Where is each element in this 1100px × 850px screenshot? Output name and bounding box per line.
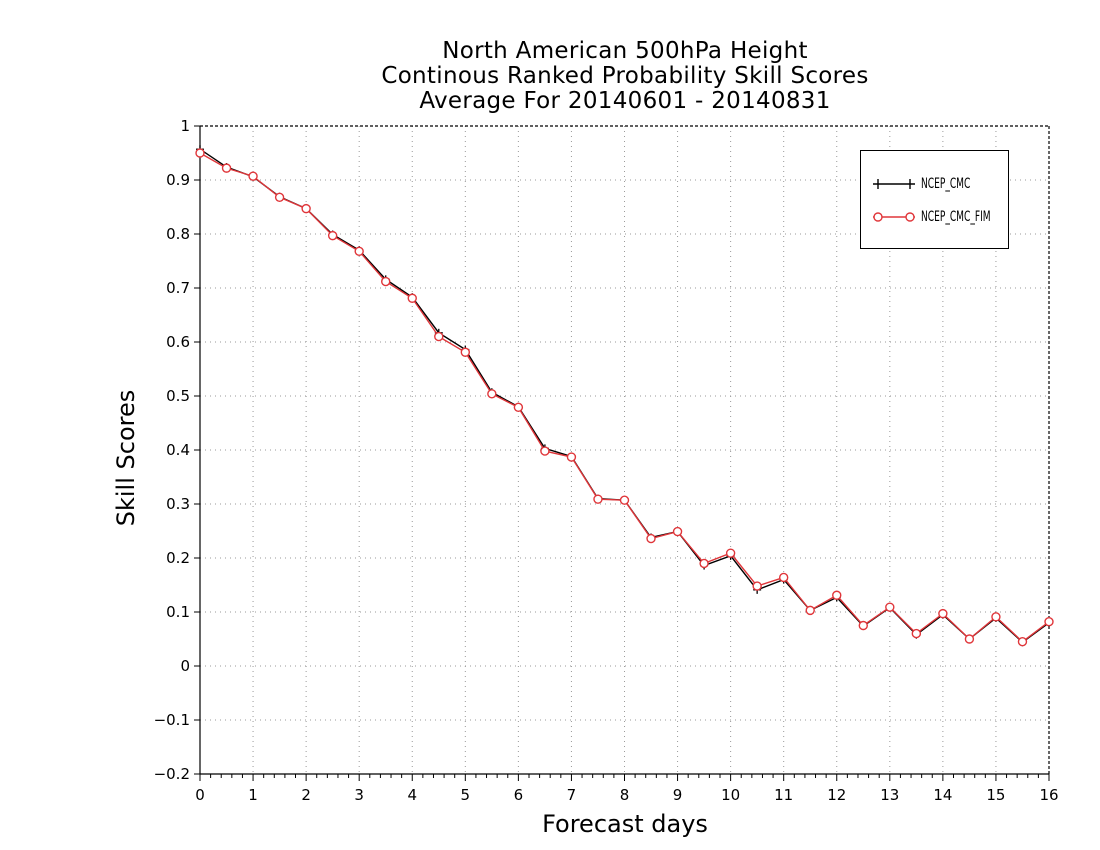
data-point <box>460 347 471 357</box>
legend-swatch-series-1 <box>873 179 915 189</box>
x-tick-label: 6 <box>514 786 524 804</box>
data-point <box>805 605 815 616</box>
y-tick-label: 0.8 <box>166 225 190 243</box>
data-point <box>434 331 444 342</box>
x-tick-label: 5 <box>461 786 471 804</box>
chart-title-line-2: Continous Ranked Probability Skill Score… <box>381 63 869 89</box>
x-tick-label: 4 <box>407 786 417 804</box>
data-point <box>195 148 205 158</box>
legend-item-series-1: NCEP_CMC <box>871 174 990 194</box>
legend: NCEP_CMC NCEP_CMC_FIM <box>860 150 1009 249</box>
x-tick-label: 10 <box>721 786 740 804</box>
data-point <box>832 590 842 600</box>
data-point <box>1017 637 1028 647</box>
data-point <box>593 494 603 504</box>
y-tick-label: 0.6 <box>166 333 190 351</box>
x-tick-label: 0 <box>195 786 205 804</box>
data-point <box>964 634 975 644</box>
y-tick-label: 0 <box>180 657 190 675</box>
data-point <box>778 572 789 583</box>
x-tick-label: 2 <box>301 786 311 804</box>
y-tick-label: 0.4 <box>166 441 190 459</box>
data-point <box>938 608 948 619</box>
y-tick-label: −0.2 <box>154 765 190 783</box>
chart-title-line-1: North American 500hPa Height <box>442 38 808 64</box>
legend-swatch-series-2 <box>873 212 915 222</box>
data-point <box>327 230 338 241</box>
x-tick-label: 11 <box>774 786 793 804</box>
data-point <box>566 452 577 462</box>
data-point <box>646 533 656 544</box>
y-tick-label: 0.9 <box>166 171 190 189</box>
y-tick-label: 0.7 <box>166 279 190 297</box>
y-tick-label: 1 <box>180 117 190 135</box>
data-point <box>274 192 285 202</box>
legend-label-series-2: NCEP_CMC_FIM <box>921 209 991 225</box>
x-tick-label: 8 <box>620 786 630 804</box>
x-tick-label: 12 <box>827 786 846 804</box>
x-tick-label: 3 <box>354 786 364 804</box>
data-point <box>858 620 868 631</box>
data-point <box>248 171 258 181</box>
chart-title-line-3: Average For 20140601 - 20140831 <box>419 88 831 114</box>
y-axis-label: Skill Scores <box>112 389 140 527</box>
data-point <box>911 628 922 639</box>
y-tick-label: −0.1 <box>154 711 190 729</box>
x-tick-label: 13 <box>880 786 899 804</box>
data-point <box>699 558 709 569</box>
data-point <box>752 581 762 591</box>
x-tick-label: 14 <box>933 786 952 804</box>
x-tick-label: 7 <box>567 786 577 804</box>
legend-item-series-2: NCEP_CMC_FIM <box>871 207 1018 227</box>
y-tick-label: 0.5 <box>166 387 190 405</box>
y-tick-label: 0.3 <box>166 495 190 513</box>
data-point <box>1044 617 1054 627</box>
data-point <box>407 293 417 303</box>
legend-label-series-1: NCEP_CMC <box>921 176 971 192</box>
y-tick-label: 0.2 <box>166 549 190 567</box>
x-axis-label: Forecast days <box>542 810 708 838</box>
data-point <box>381 276 391 287</box>
data-point <box>672 526 683 537</box>
data-point <box>991 612 1001 622</box>
data-point <box>301 203 311 214</box>
data-point <box>221 163 232 173</box>
x-tick-label: 15 <box>986 786 1005 804</box>
data-point <box>619 495 630 505</box>
x-tick-label: 1 <box>248 786 258 804</box>
data-point <box>487 389 497 399</box>
x-tick-label: 9 <box>673 786 683 804</box>
data-point <box>354 246 364 256</box>
data-point <box>885 602 895 612</box>
data-point <box>513 402 524 413</box>
y-tick-label: 0.1 <box>166 603 190 621</box>
x-tick-label: 16 <box>1039 786 1058 804</box>
data-point <box>725 548 736 558</box>
data-point <box>540 446 550 456</box>
